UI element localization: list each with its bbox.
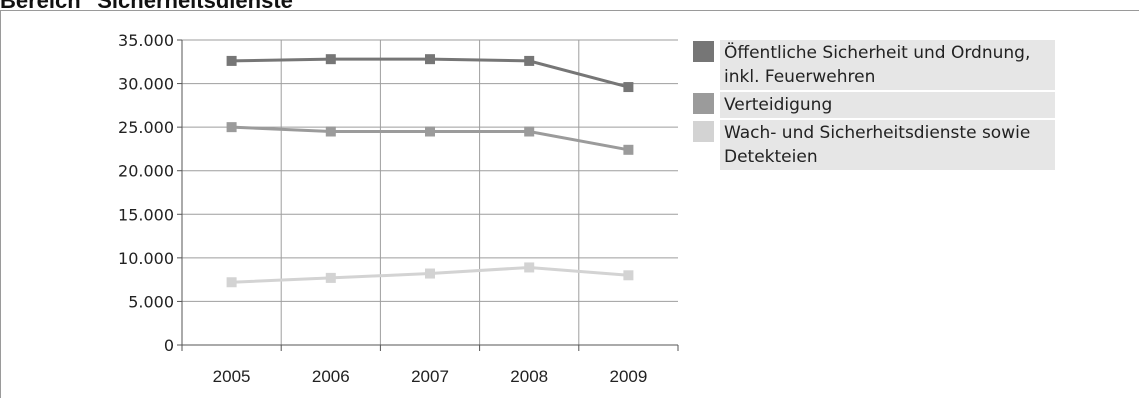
legend-label: Wach- und Sicherheitsdienste sowie Detek… <box>720 120 1055 170</box>
x-tick-label: 2005 <box>213 367 251 386</box>
data-point <box>524 55 535 66</box>
y-tick-label: 30.000 <box>118 75 174 94</box>
y-tick-label: 35.000 <box>118 31 174 50</box>
data-point <box>425 54 435 65</box>
data-point <box>325 272 336 283</box>
data-point <box>226 122 237 133</box>
legend-swatch <box>693 41 714 62</box>
x-tick-label: 2009 <box>609 367 647 386</box>
legend-item: Verteidigung <box>693 92 1055 118</box>
legend-label: Verteidigung <box>720 92 1055 118</box>
x-tick-label: 2006 <box>312 367 350 386</box>
data-point <box>623 82 634 93</box>
data-point <box>425 126 435 137</box>
page-title: Bereich "Sicherheitsdienste" <box>0 0 304 13</box>
y-tick-label: 0 <box>164 336 174 355</box>
y-tick-label: 20.000 <box>118 162 174 181</box>
y-tick-label: 25.000 <box>118 118 174 137</box>
chart-frame <box>0 10 1139 398</box>
data-point <box>623 144 634 155</box>
data-point <box>623 270 634 281</box>
y-tick-label: 15.000 <box>118 205 174 224</box>
legend-label: Öffentliche Sicherheit und Ordnung, inkl… <box>720 40 1055 90</box>
data-point <box>425 268 435 279</box>
data-point <box>325 126 336 137</box>
x-tick-label: 2008 <box>510 367 548 386</box>
data-point <box>226 277 237 288</box>
y-tick-label: 5.000 <box>128 292 174 311</box>
chart-legend: Öffentliche Sicherheit und Ordnung, inkl… <box>693 40 1055 172</box>
legend-item: Öffentliche Sicherheit und Ordnung, inkl… <box>693 40 1055 90</box>
data-point <box>524 126 535 137</box>
legend-item: Wach- und Sicherheitsdienste sowie Detek… <box>693 120 1055 170</box>
legend-swatch <box>693 121 714 142</box>
data-point <box>524 262 535 273</box>
data-point <box>226 55 237 66</box>
y-tick-label: 10.000 <box>118 249 174 268</box>
legend-swatch <box>693 93 714 114</box>
data-point <box>325 54 336 65</box>
x-tick-label: 2007 <box>411 367 449 386</box>
